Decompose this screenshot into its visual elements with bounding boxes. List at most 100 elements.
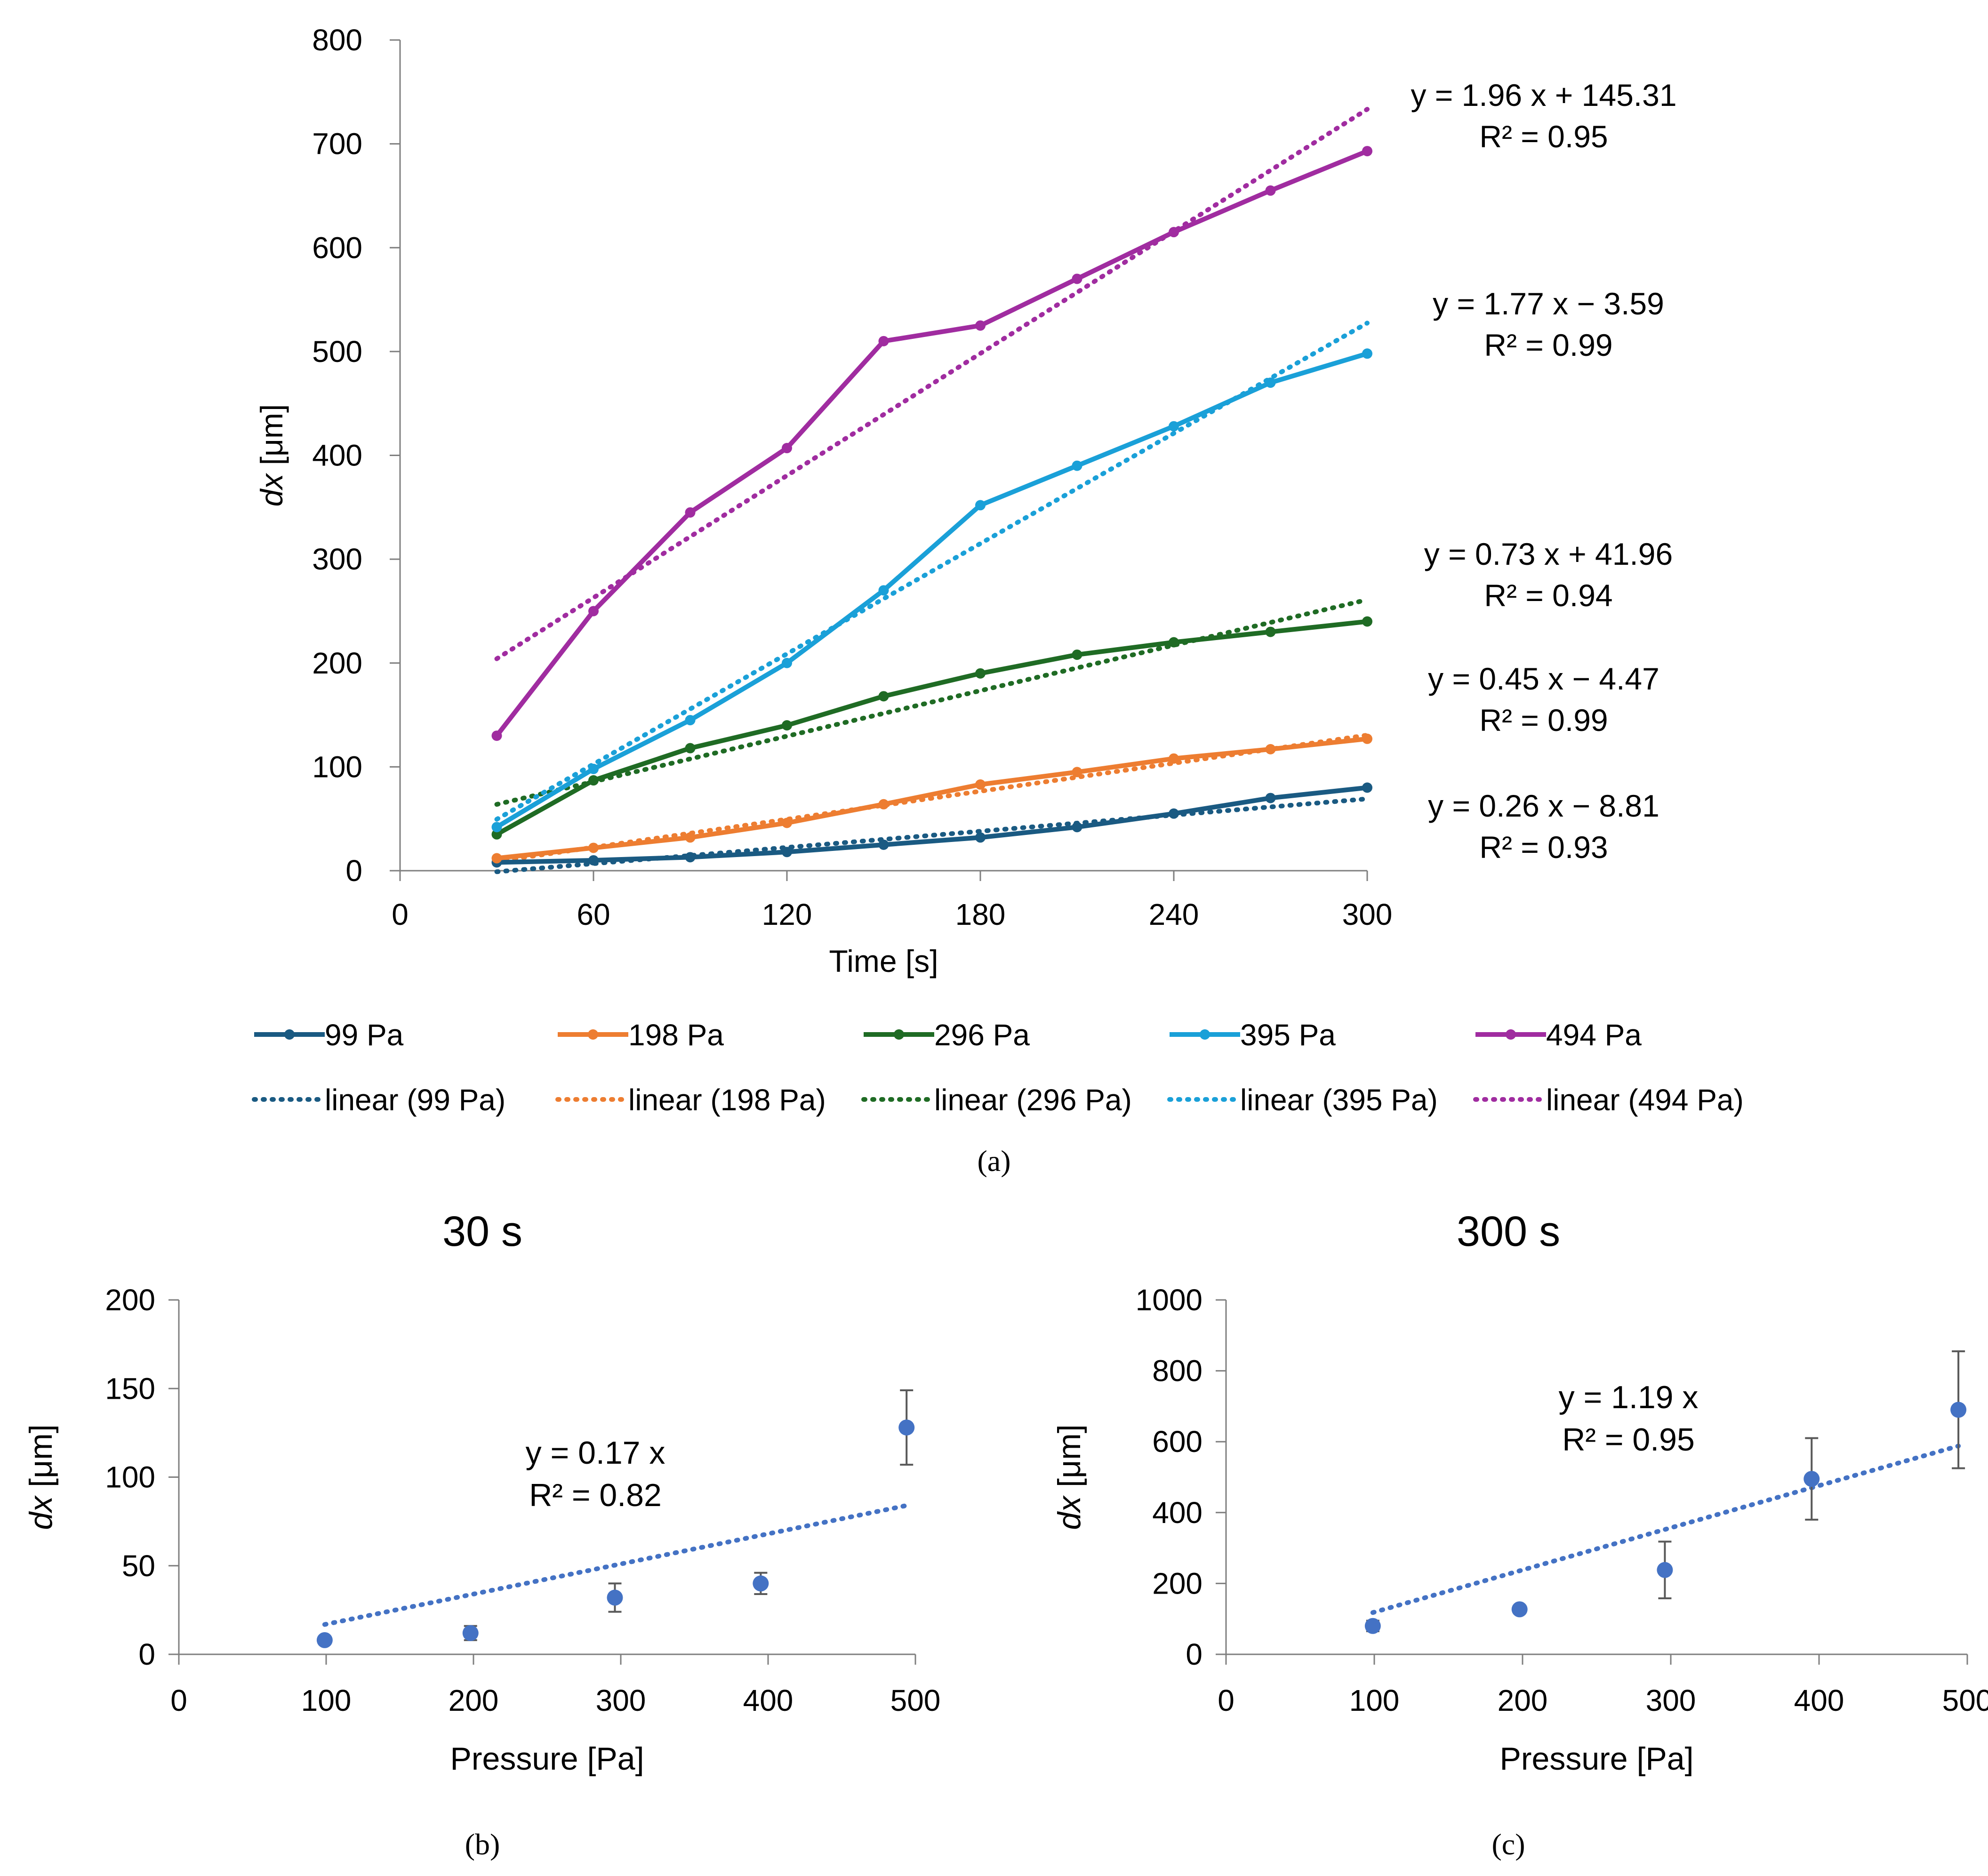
- data-point: [491, 822, 502, 833]
- y-tick-label: 0: [138, 1637, 155, 1671]
- trendline-r-squared: R² = 0.93: [1479, 830, 1608, 865]
- trendline-equation: y = 0.45 x − 4.47: [1428, 661, 1659, 696]
- trendline-r-squared: R² = 0.99: [1484, 328, 1612, 362]
- data-point: [1169, 637, 1179, 648]
- trendline-equation: y = 0.73 x + 41.96: [1424, 537, 1673, 571]
- y-tick-label: 500: [312, 335, 362, 369]
- x-tick-label: 300: [1646, 1684, 1696, 1717]
- x-axis-title: Pressure [Pa]: [1500, 1741, 1694, 1777]
- data-point: [491, 853, 502, 864]
- data-point: [782, 847, 792, 858]
- trendline-r-squared: R² = 0.99: [1479, 703, 1608, 738]
- x-tick-label: 400: [1794, 1684, 1844, 1717]
- x-tick-label: 0: [170, 1684, 187, 1717]
- trendline-equation: y = 0.26 x − 8.81: [1428, 788, 1659, 823]
- x-tick-label: 100: [301, 1684, 352, 1717]
- legend-trend-label: linear (99 Pa): [325, 1083, 505, 1117]
- data-point: [898, 1419, 915, 1436]
- chart-a: 0 100 200 300 400 500 600 700 800 0 60 120 180 240 300…: [252, 23, 1744, 1178]
- data-point: [316, 1632, 333, 1648]
- y-tick-label: 800: [1152, 1354, 1202, 1388]
- legend-marker: [1200, 1029, 1210, 1040]
- caption-a: (a): [977, 1144, 1010, 1178]
- data-point: [878, 691, 889, 702]
- data-point: [1169, 808, 1179, 819]
- data-point: [975, 500, 986, 511]
- y-tick-label: 300: [312, 542, 362, 576]
- data-point: [588, 606, 599, 617]
- data-point: [782, 657, 792, 668]
- y-axis-title: dx [μm]: [1051, 1424, 1087, 1530]
- y-axis-title: dx [μm]: [23, 1424, 59, 1530]
- y-tick-label: 150: [105, 1371, 155, 1405]
- x-axis-title: Time [s]: [829, 944, 938, 978]
- trendline-equation: y = 1.19 x: [1559, 1379, 1699, 1415]
- x-tick-label: 240: [1149, 898, 1199, 931]
- x-tick-label: 300: [596, 1684, 646, 1717]
- data-point: [685, 715, 696, 726]
- data-point: [1169, 227, 1179, 238]
- trendline-equation: y = 1.77 x − 3.59: [1433, 286, 1664, 321]
- legend-series-label: 395 Pa: [1240, 1018, 1336, 1052]
- trendline-equation: y = 1.96 x + 145.31: [1411, 78, 1676, 112]
- data-point: [462, 1625, 479, 1641]
- caption: (c): [1491, 1828, 1525, 1861]
- x-tick-label: 500: [890, 1684, 941, 1717]
- data-point: [588, 763, 599, 774]
- legend-trend-label: linear (494 Pa): [1546, 1083, 1744, 1117]
- data-point: [975, 320, 986, 331]
- legend-series-label: 99 Pa: [325, 1018, 404, 1052]
- data-point: [1362, 733, 1372, 744]
- data-point: [1072, 460, 1082, 471]
- data-point: [491, 730, 502, 741]
- trendline-r-squared: R² = 0.95: [1479, 119, 1608, 154]
- trendline: [494, 107, 1370, 661]
- data-point: [1657, 1562, 1673, 1578]
- legend-series-label: 494 Pa: [1546, 1018, 1642, 1052]
- data-point: [878, 585, 889, 596]
- y-tick-label: 400: [312, 439, 362, 473]
- chart-title: 300 s: [1457, 1208, 1560, 1255]
- data-point: [685, 852, 696, 863]
- series-line: [494, 785, 1370, 865]
- legend-marker: [588, 1029, 598, 1040]
- data-point: [782, 818, 792, 828]
- y-axis-title: dx [μm]: [254, 404, 289, 507]
- caption: (b): [465, 1828, 500, 1861]
- data-point: [1362, 348, 1372, 359]
- data-point: [1362, 782, 1372, 793]
- y-tick-label: 200: [312, 646, 362, 680]
- y-tick-label: 50: [122, 1549, 155, 1583]
- y-tick-label: 600: [312, 231, 362, 265]
- data-point: [1072, 822, 1082, 833]
- trendline: [322, 1503, 909, 1627]
- legend-trend-label: linear (296 Pa): [934, 1083, 1132, 1117]
- x-tick-label: 300: [1342, 898, 1393, 931]
- data-point: [588, 775, 599, 786]
- data-point: [607, 1589, 623, 1606]
- x-tick-label: 120: [762, 898, 812, 931]
- x-tick-label: 60: [577, 898, 610, 931]
- chart-b: 0 50 100 150 200 0 100 200 300 400 500 Pressure [Pa…: [23, 1208, 940, 1861]
- data-point: [685, 832, 696, 843]
- data-point: [1804, 1471, 1820, 1487]
- legend-series-label: 198 Pa: [628, 1018, 724, 1052]
- data-point: [1950, 1402, 1967, 1418]
- legend-trend-label: linear (198 Pa): [628, 1083, 826, 1117]
- y-tick-label: 200: [1152, 1566, 1202, 1600]
- trendline-r-squared: R² = 0.95: [1562, 1422, 1695, 1458]
- y-tick-label: 600: [1152, 1425, 1202, 1459]
- legend-marker: [284, 1029, 295, 1040]
- legend-marker: [894, 1029, 904, 1040]
- legend-trend-label: linear (395 Pa): [1240, 1083, 1438, 1117]
- trendline-r-squared: R² = 0.82: [529, 1477, 662, 1513]
- data-point: [782, 720, 792, 731]
- y-tick-label: 1000: [1136, 1283, 1202, 1317]
- data-point: [685, 507, 696, 518]
- data-point: [1362, 146, 1372, 157]
- data-point: [1169, 421, 1179, 432]
- data-point: [588, 855, 599, 866]
- data-point: [753, 1575, 769, 1592]
- x-tick-label: 500: [1942, 1684, 1988, 1717]
